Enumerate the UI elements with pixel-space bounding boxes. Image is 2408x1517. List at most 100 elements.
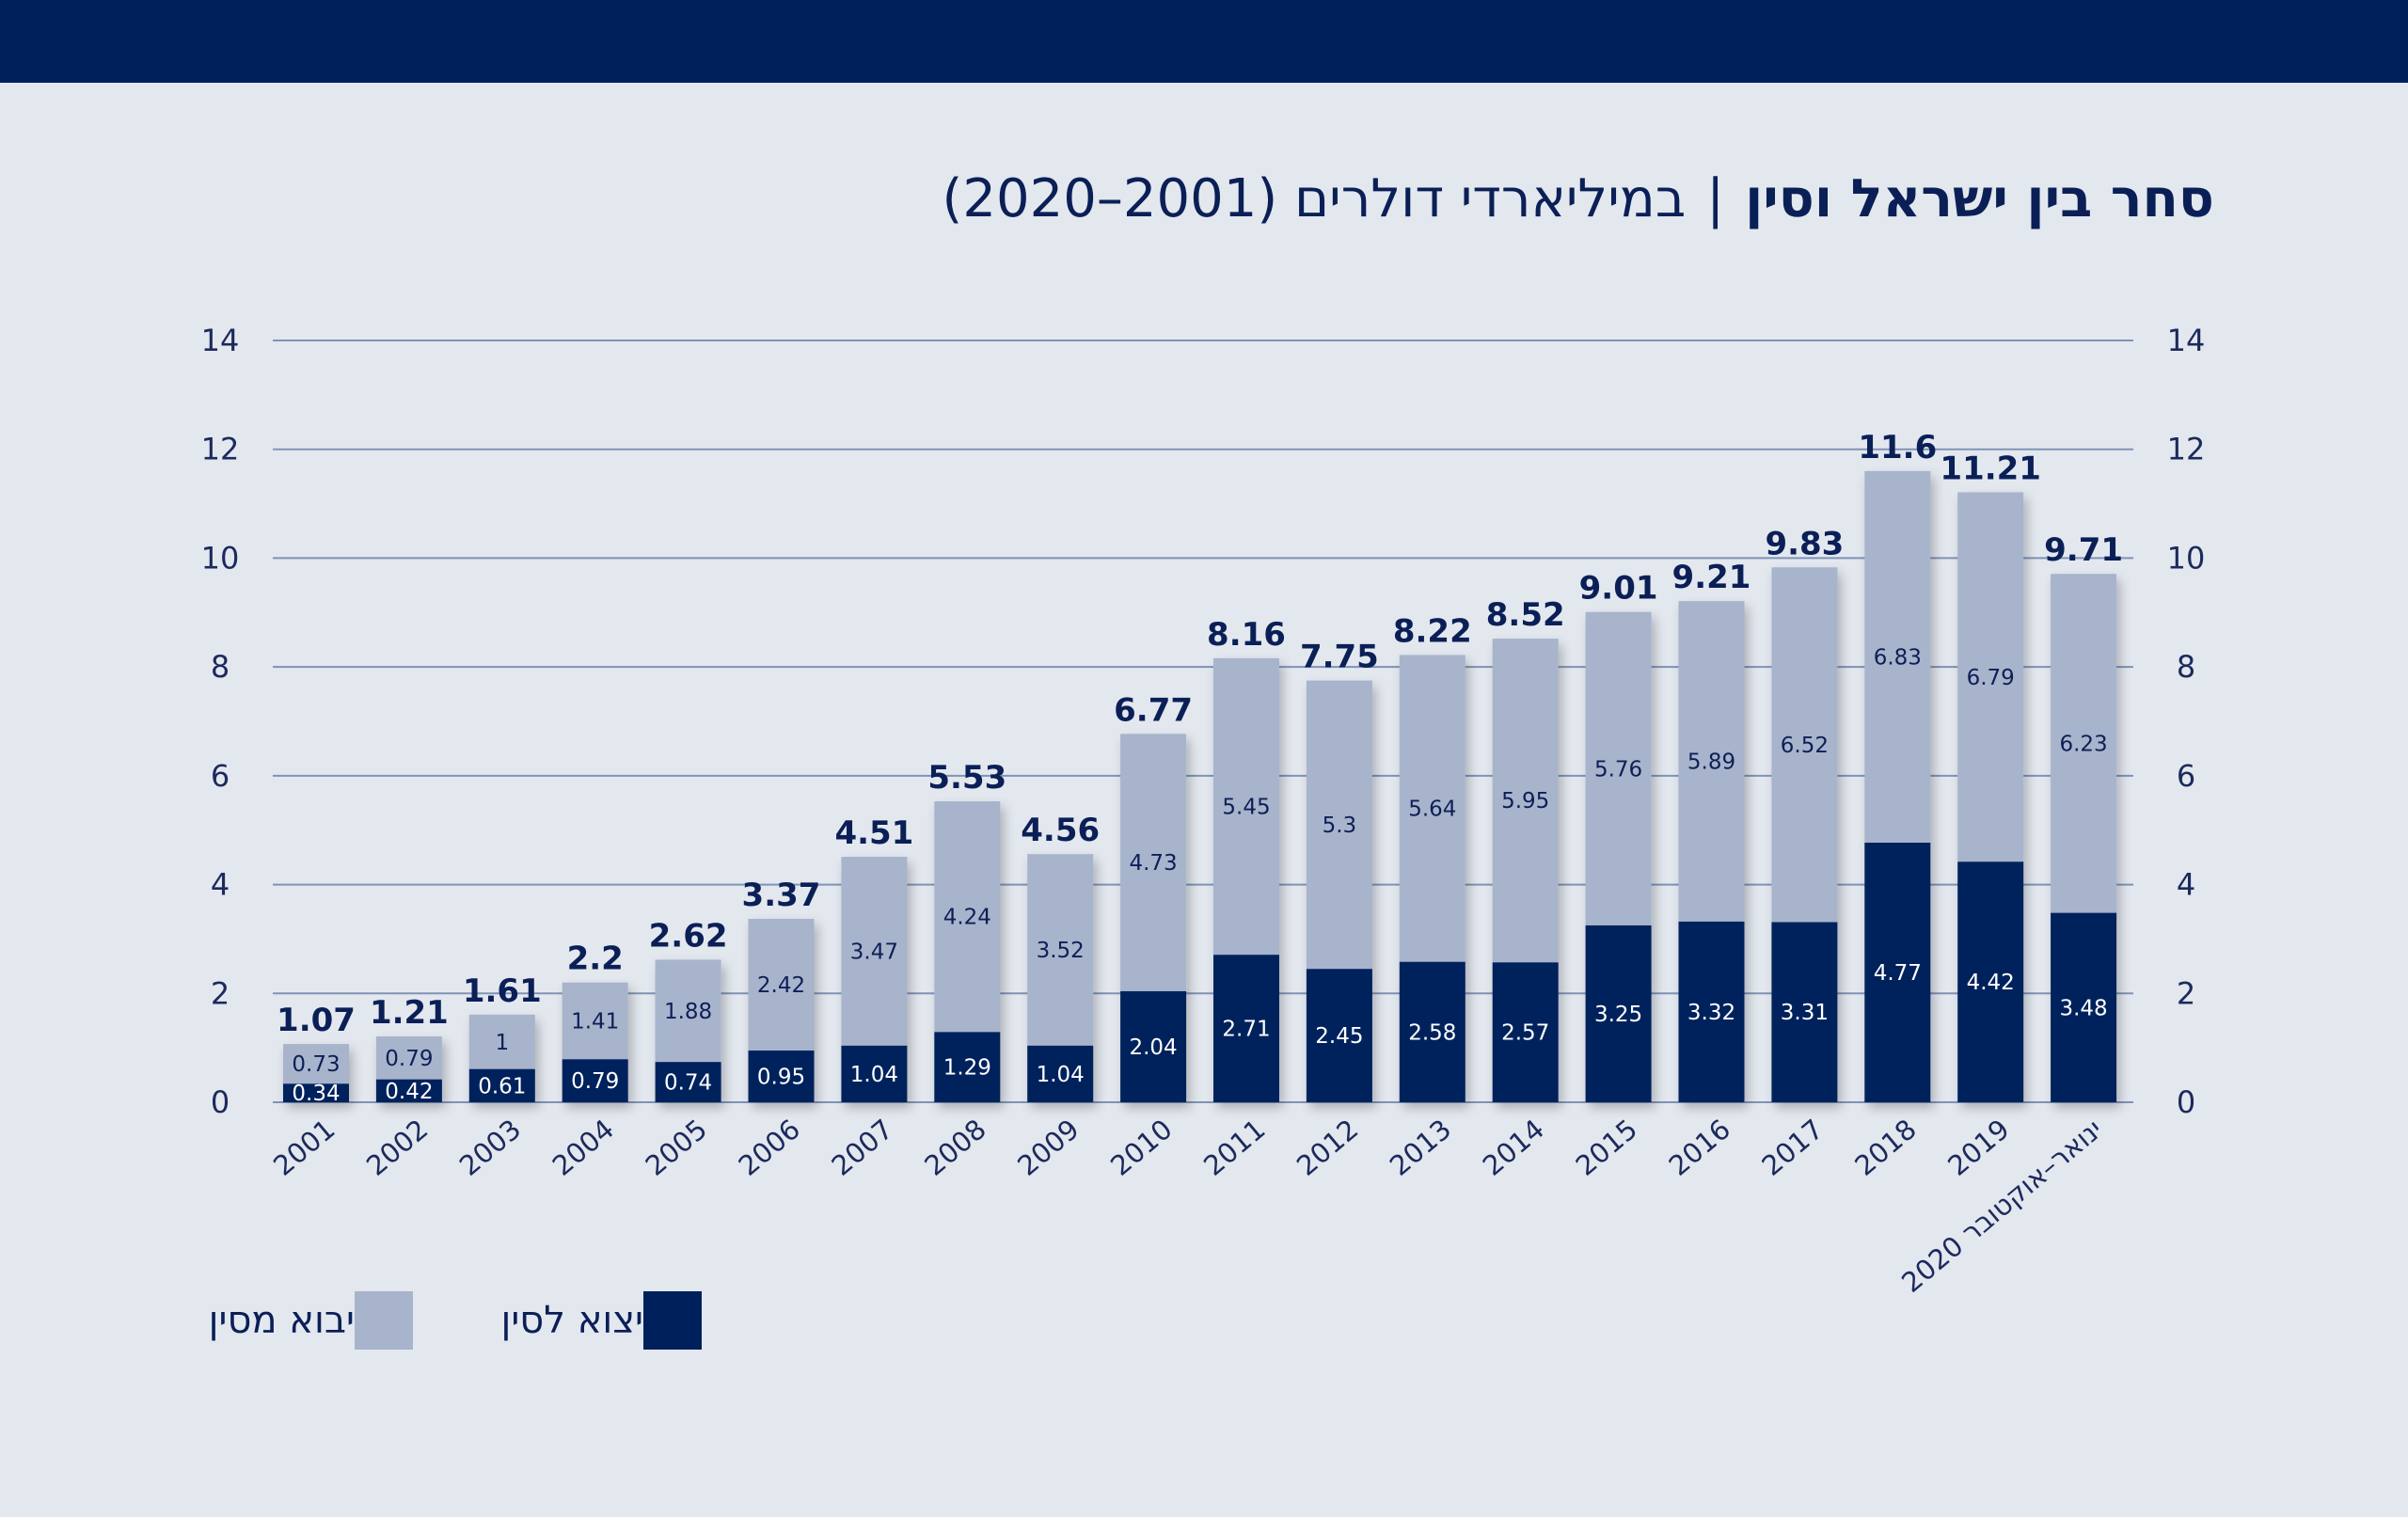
bar-exports (1306, 969, 1372, 1102)
import-value-label: 3.52 (1037, 939, 1085, 963)
total-value-label: 1.21 (370, 994, 449, 1032)
export-value-label: 0.42 (385, 1080, 433, 1104)
export-value-label: 2.04 (1129, 1035, 1177, 1060)
export-value-label: 3.25 (1594, 1003, 1642, 1027)
import-value-label: 6.79 (1967, 666, 2015, 690)
bar-exports (468, 1068, 535, 1102)
y-tick-left: 4 (211, 867, 230, 903)
x-tick-label: 2001 (267, 1113, 341, 1181)
bar-labels: 1.07 0.34 0.73 1.21 0.42 0.79 1.61 0.61 1 2.2 0.79… (277, 429, 2123, 1106)
x-tick-label: 2002 (360, 1113, 434, 1181)
bar-exports (1027, 1045, 1094, 1102)
import-value-label: 5.45 (1222, 796, 1270, 820)
chart-title-subtitle: במיליארדי דולרים (2001–2020) (942, 168, 1687, 229)
import-value-label: 6.52 (1781, 734, 1829, 758)
bar-imports (468, 1014, 535, 1069)
bar-exports (655, 1062, 721, 1102)
total-value-label: 9.01 (1579, 570, 1658, 608)
bar-exports (562, 1059, 628, 1102)
total-value-label: 5.53 (927, 759, 1006, 797)
y-tick-right: 12 (2167, 432, 2206, 467)
chart-title: סחר בין ישראל וסין | במיליארדי דולרים (200… (942, 166, 2214, 233)
bar-imports (1027, 854, 1094, 1046)
export-value-label: 0.34 (292, 1082, 340, 1106)
bar-imports (1957, 492, 2024, 862)
export-value-label: 1.04 (850, 1063, 898, 1087)
bar-exports (748, 1051, 815, 1102)
total-value-label: 8.52 (1486, 596, 1565, 634)
legend-label-exports: יצוא לסין (500, 1299, 643, 1342)
y-tick-left: 0 (211, 1084, 230, 1120)
legend-swatch-exports (643, 1291, 702, 1350)
y-tick-right: 4 (2177, 867, 2195, 903)
y-tick-right: 0 (2177, 1084, 2195, 1120)
x-tick-label: 2006 (733, 1113, 806, 1181)
export-value-label: 3.48 (2059, 996, 2107, 1020)
import-value-label: 5.95 (1501, 789, 1549, 814)
import-value-label: 0.73 (292, 1052, 340, 1077)
bar-exports (1864, 843, 1931, 1102)
x-axis: 2001 2002 2003 2004 2005 2006 2007 2008 2009 2010… (267, 1113, 2108, 1299)
x-tick-label: 2010 (1104, 1113, 1178, 1181)
x-tick-label: 2013 (1384, 1113, 1457, 1181)
y-tick-right: 10 (2167, 540, 2206, 576)
bar-imports (1492, 639, 1559, 963)
bar-imports (1678, 601, 1745, 922)
bar-imports (1120, 734, 1187, 991)
total-value-label: 2.2 (567, 940, 624, 978)
bar-exports (283, 1083, 349, 1102)
x-tick-label: 2011 (1197, 1113, 1271, 1181)
total-value-label: 1.07 (277, 1002, 356, 1039)
bar-imports (1585, 611, 1652, 925)
y-tick-right: 14 (2167, 323, 2206, 358)
legend-swatch-imports (355, 1291, 413, 1350)
bar-exports (841, 1045, 908, 1102)
export-value-label: 2.57 (1501, 1021, 1549, 1046)
import-value-label: 5.64 (1408, 798, 1456, 822)
export-value-label: 2.58 (1408, 1020, 1456, 1045)
total-value-label: 9.71 (2044, 531, 2123, 569)
bar-imports (934, 801, 1001, 1033)
import-value-label: 6.83 (1874, 645, 1922, 670)
import-value-label: 1.41 (571, 1010, 619, 1035)
bar-imports (655, 959, 721, 1063)
total-value-label: 2.62 (649, 917, 728, 955)
total-value-label: 7.75 (1300, 639, 1379, 676)
import-value-label: 4.24 (943, 906, 991, 930)
export-value-label: 1.04 (1037, 1063, 1085, 1087)
bar-exports (934, 1032, 1001, 1102)
y-tick-right: 6 (2177, 758, 2195, 794)
export-value-label: 3.32 (1687, 1001, 1735, 1025)
export-value-label: 4.77 (1874, 961, 1922, 986)
bar-exports (1678, 921, 1745, 1102)
y-tick-left: 8 (211, 649, 230, 685)
import-value-label: 3.47 (850, 940, 898, 964)
gridlines (273, 340, 2133, 1103)
bar-exports (2051, 912, 2117, 1102)
bar-imports (1213, 657, 1279, 956)
total-value-label: 9.83 (1765, 525, 1844, 562)
x-tick-label: 2008 (918, 1113, 991, 1181)
y-tick-left: 14 (201, 323, 240, 358)
bar-imports (1306, 680, 1372, 970)
total-value-label: 1.61 (463, 972, 542, 1010)
bar-imports (841, 857, 908, 1046)
import-value-label: 5.76 (1594, 757, 1642, 782)
import-value-label: 5.89 (1687, 751, 1735, 775)
bar-imports (562, 982, 628, 1060)
bar-exports (1957, 861, 2024, 1102)
import-value-label: 1 (495, 1031, 509, 1055)
export-value-label: 1.29 (943, 1056, 991, 1081)
y-axis-left: 0 2 4 6 8 10 12 14 (201, 323, 240, 1120)
x-tick-label: 2014 (1477, 1113, 1550, 1181)
bar-imports (1399, 655, 1465, 962)
import-value-label: 0.79 (385, 1047, 433, 1071)
y-tick-left: 12 (201, 432, 240, 467)
x-tick-label: 2007 (826, 1113, 899, 1181)
bar-exports (1213, 955, 1279, 1102)
total-value-label: 4.56 (1021, 812, 1100, 849)
total-value-label: 6.77 (1114, 691, 1193, 729)
x-tick-label: 2004 (547, 1113, 620, 1181)
y-tick-left: 6 (211, 758, 230, 794)
